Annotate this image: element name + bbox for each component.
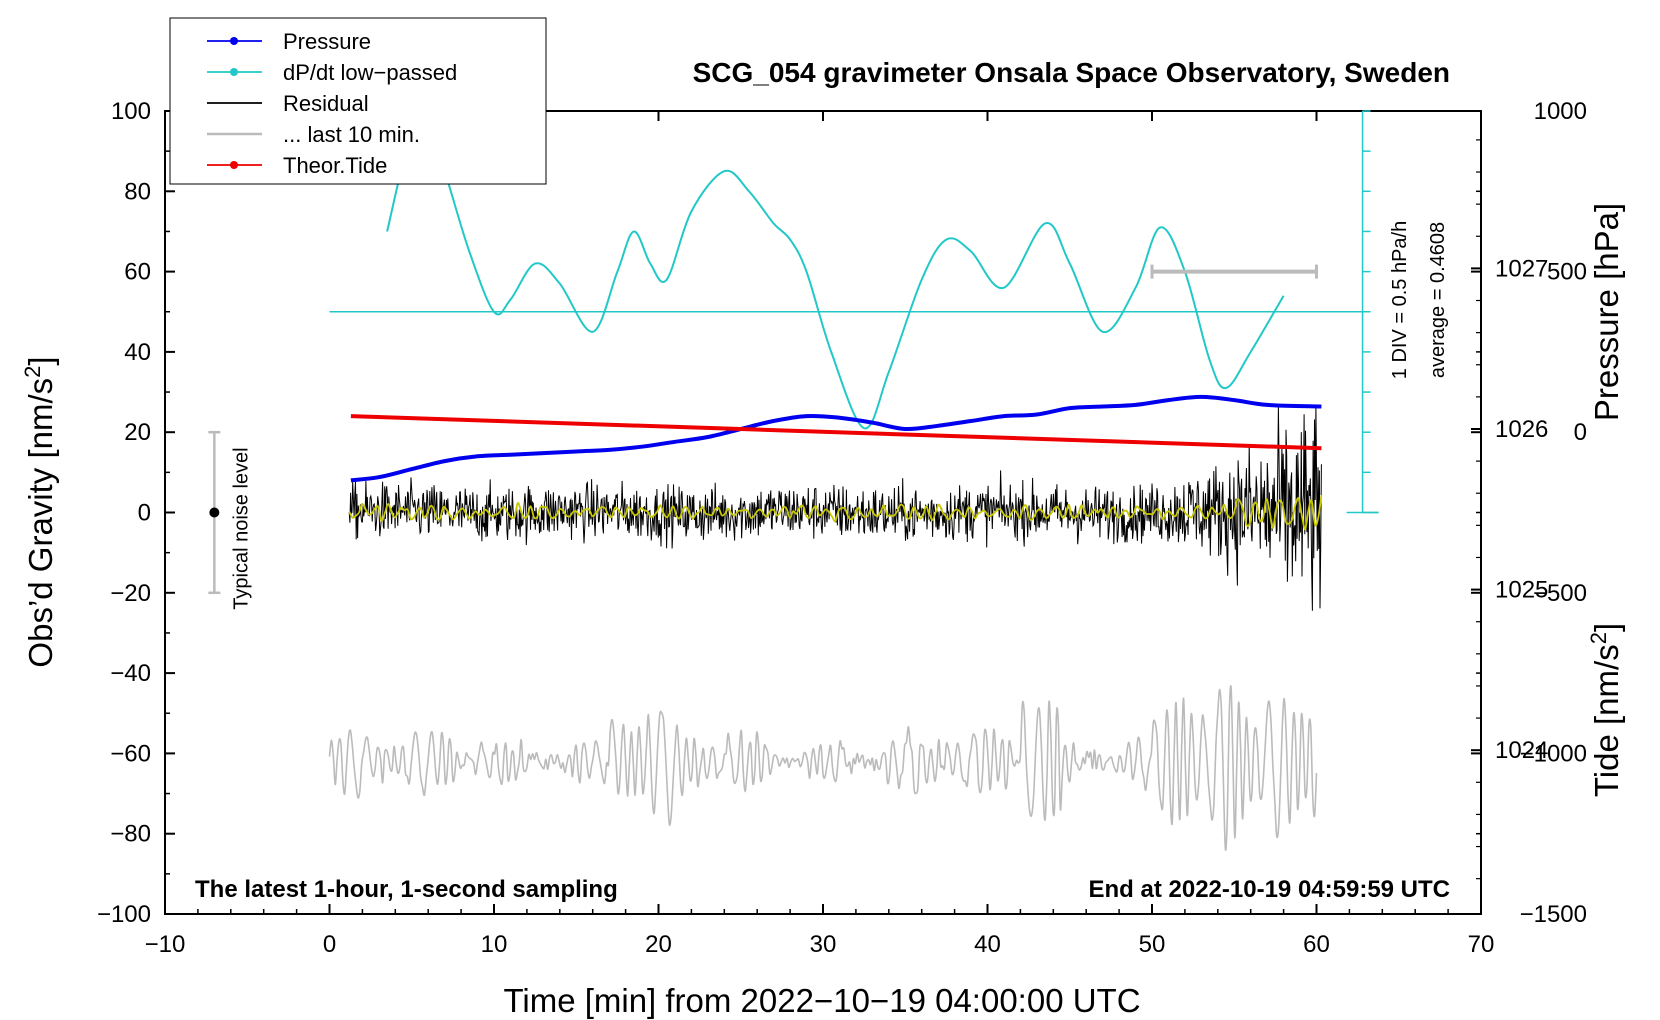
subtitle-left: The latest 1-hour, 1-second sampling: [195, 876, 618, 903]
tide-tick-label: 1000: [1534, 98, 1587, 125]
left-tick-label: −100: [97, 901, 151, 928]
dpdt-average-label: average = 0.4608: [1427, 222, 1449, 378]
left-axis-label-main: Obs’d Gravity [nm/s: [22, 378, 59, 668]
series-layer: [328, 110, 1379, 851]
annotation-layer: 1 DIV = 0.5 hPa/h average = 0.4608 Typical…: [208, 221, 1449, 610]
left-tick-label: 40: [124, 339, 151, 366]
pressure-axis-label: Pressure [hPa]: [1588, 203, 1625, 421]
x-tick-label: 20: [645, 931, 672, 958]
left-tick-label: 20: [124, 419, 151, 446]
legend-label: ... last 10 min.: [283, 122, 420, 147]
x-tick-label: 40: [974, 931, 1001, 958]
legend-marker: [230, 37, 238, 45]
pressure-tick-label: 1027: [1495, 255, 1548, 282]
x-tick-label: 60: [1303, 931, 1330, 958]
legend-label: dP/dt low−passed: [283, 60, 457, 85]
axes-group: −10 0 10 20 30 40 50 60 70100806040200−20−40−60−…: [97, 98, 1587, 958]
left-tick-label: 60: [124, 259, 151, 286]
tide-tick-label: −1500: [1520, 901, 1587, 928]
legend-marker: [230, 68, 238, 76]
left-axis-label-end: ]: [22, 356, 59, 365]
tide-tick-label: 500: [1547, 259, 1587, 286]
legend-marker: [230, 161, 238, 169]
left-tick-label: −20: [110, 580, 151, 607]
left-tick-label: 100: [111, 98, 151, 125]
noise-bar-label: Typical noise level: [230, 447, 252, 609]
left-axis-label: Obs’d Gravity [nm/s2]: [20, 356, 60, 667]
tide-tick-label: −500: [1533, 580, 1587, 607]
pressure-tick-label: 1025: [1495, 577, 1548, 604]
series-last-10-min: [328, 685, 1318, 851]
left-axis-label-sup: 2: [20, 366, 45, 378]
x-tick-label: 0: [323, 931, 336, 958]
tide-axis-label-sup: 2: [1586, 632, 1611, 644]
chart-title: SCG_054 gravimeter Onsala Space Observat…: [693, 57, 1450, 88]
left-tick-label: −80: [110, 821, 151, 848]
series-pressure: [350, 394, 1322, 483]
legend-label: Pressure: [283, 29, 371, 54]
legend-box: [169, 17, 547, 185]
left-tick-label: 0: [138, 500, 151, 527]
legend-label: Residual: [283, 91, 369, 116]
x-tick-label: 30: [810, 931, 837, 958]
pressure-tick-label: 1024: [1495, 737, 1548, 764]
x-tick-label: −10: [145, 931, 186, 958]
pressure-tick-label: 1026: [1495, 416, 1548, 443]
noise-bar-center: [209, 507, 220, 518]
tide-tick-label: −1000: [1520, 740, 1587, 767]
series-theor-tide: [350, 414, 1322, 451]
tide-tick-label: 0: [1574, 419, 1587, 446]
tide-axis-label: Tide [nm/s2]: [1586, 623, 1626, 797]
legend-label: Theor.Tide: [283, 153, 387, 178]
legend: Pressure dP/dt low−passed Residual ... last…: [169, 17, 547, 185]
left-tick-label: −60: [110, 740, 151, 767]
tide-axis-label-end: ]: [1588, 623, 1625, 632]
series-dpdt: [386, 119, 1285, 430]
series-residual-smoothed: [348, 494, 1323, 530]
x-tick-label: 50: [1139, 931, 1166, 958]
x-tick-label: 10: [481, 931, 508, 958]
x-tick-label: 70: [1468, 931, 1495, 958]
left-tick-label: −40: [110, 660, 151, 687]
left-tick-label: 80: [124, 178, 151, 205]
tide-axis-label-main: Tide [nm/s: [1588, 644, 1625, 797]
subtitle-right: End at 2022-10-19 04:59:59 UTC: [1089, 876, 1451, 903]
x-axis-label: Time [min] from 2022−10−19 04:00:00 UTC: [503, 982, 1140, 1019]
dpdt-scale-label: 1 DIV = 0.5 hPa/h: [1389, 221, 1411, 379]
